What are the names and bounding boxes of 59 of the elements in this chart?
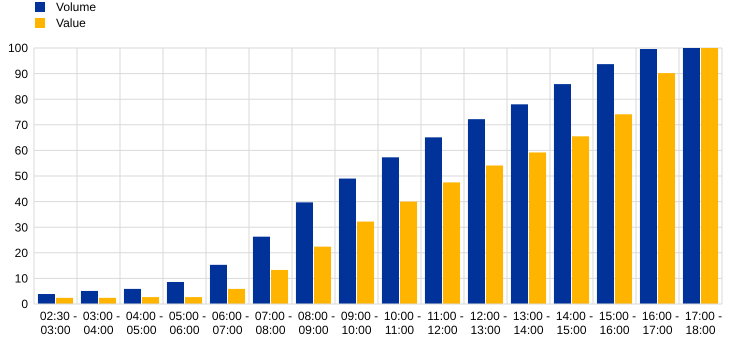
y-tick-label: 50: [14, 169, 28, 184]
x-tick-label: 04:00 - 05:00: [126, 309, 164, 337]
bar: [314, 246, 332, 304]
bar: [400, 202, 418, 304]
x-tick-label: 05:00 - 06:00: [168, 309, 206, 337]
bar: [185, 297, 202, 304]
bar: [80, 290, 98, 304]
y-tick-label: 10: [14, 272, 28, 286]
x-tick-label: 08:00 - 09:00: [298, 309, 336, 337]
y-tick-label: 60: [14, 144, 28, 158]
bar: [38, 294, 55, 304]
bar: [210, 264, 227, 304]
bar: [338, 178, 356, 304]
x-tick-label: 16:00 - 17:00: [642, 309, 680, 337]
y-tick-label: 90: [14, 66, 28, 81]
bar: [468, 119, 485, 304]
bar: [296, 202, 313, 304]
y-tick-label: 40: [14, 194, 28, 209]
legend-label: Value: [56, 16, 86, 30]
bar: [443, 182, 460, 304]
bar: [228, 288, 246, 304]
x-tick-label: 10:00 - 11:00: [384, 309, 422, 337]
bar: [615, 114, 632, 304]
bar: [572, 136, 590, 304]
x-tick-label: 09:00 - 10:00: [340, 309, 378, 337]
bar: [424, 137, 442, 304]
bar: [252, 236, 270, 304]
bar: [640, 49, 657, 304]
legend-label: Volume: [56, 0, 96, 14]
bar: [529, 152, 546, 304]
x-tick-label: 12:00 - 13:00: [470, 309, 508, 337]
x-tick-label: 03:00 - 04:00: [82, 309, 120, 337]
x-tick-label: 14:00 - 15:00: [556, 309, 594, 337]
bar: [142, 297, 160, 304]
bar: [658, 73, 676, 304]
y-tick-label: 30: [14, 220, 28, 234]
x-tick-label: 06:00 - 07:00: [212, 309, 250, 337]
y-tick-label: 20: [14, 246, 28, 260]
bar: [682, 48, 700, 304]
x-tick-label: 13:00 - 14:00: [512, 309, 550, 337]
bar: [486, 166, 504, 304]
x-tick-label: 02:30 - 03:00: [40, 309, 78, 337]
x-tick-label: 07:00 - 08:00: [254, 309, 292, 337]
bar: [166, 282, 184, 304]
x-tick-label: 17:00 - 18:00: [684, 309, 722, 337]
x-tick-label: 15:00 - 16:00: [598, 309, 636, 337]
x-tick-label: 11:00 - 12:00: [427, 309, 464, 337]
y-tick-label: 80: [14, 92, 28, 106]
bar: [701, 48, 718, 304]
bar: [382, 157, 399, 304]
bar: [124, 288, 141, 304]
bar: [271, 270, 288, 304]
bar: [510, 104, 528, 304]
bar: [357, 222, 374, 304]
y-tick-label: 0: [21, 297, 28, 312]
y-tick-label: 100: [8, 41, 28, 56]
bar: [554, 84, 571, 304]
y-tick-label: 70: [14, 118, 28, 132]
bar: [596, 64, 614, 304]
